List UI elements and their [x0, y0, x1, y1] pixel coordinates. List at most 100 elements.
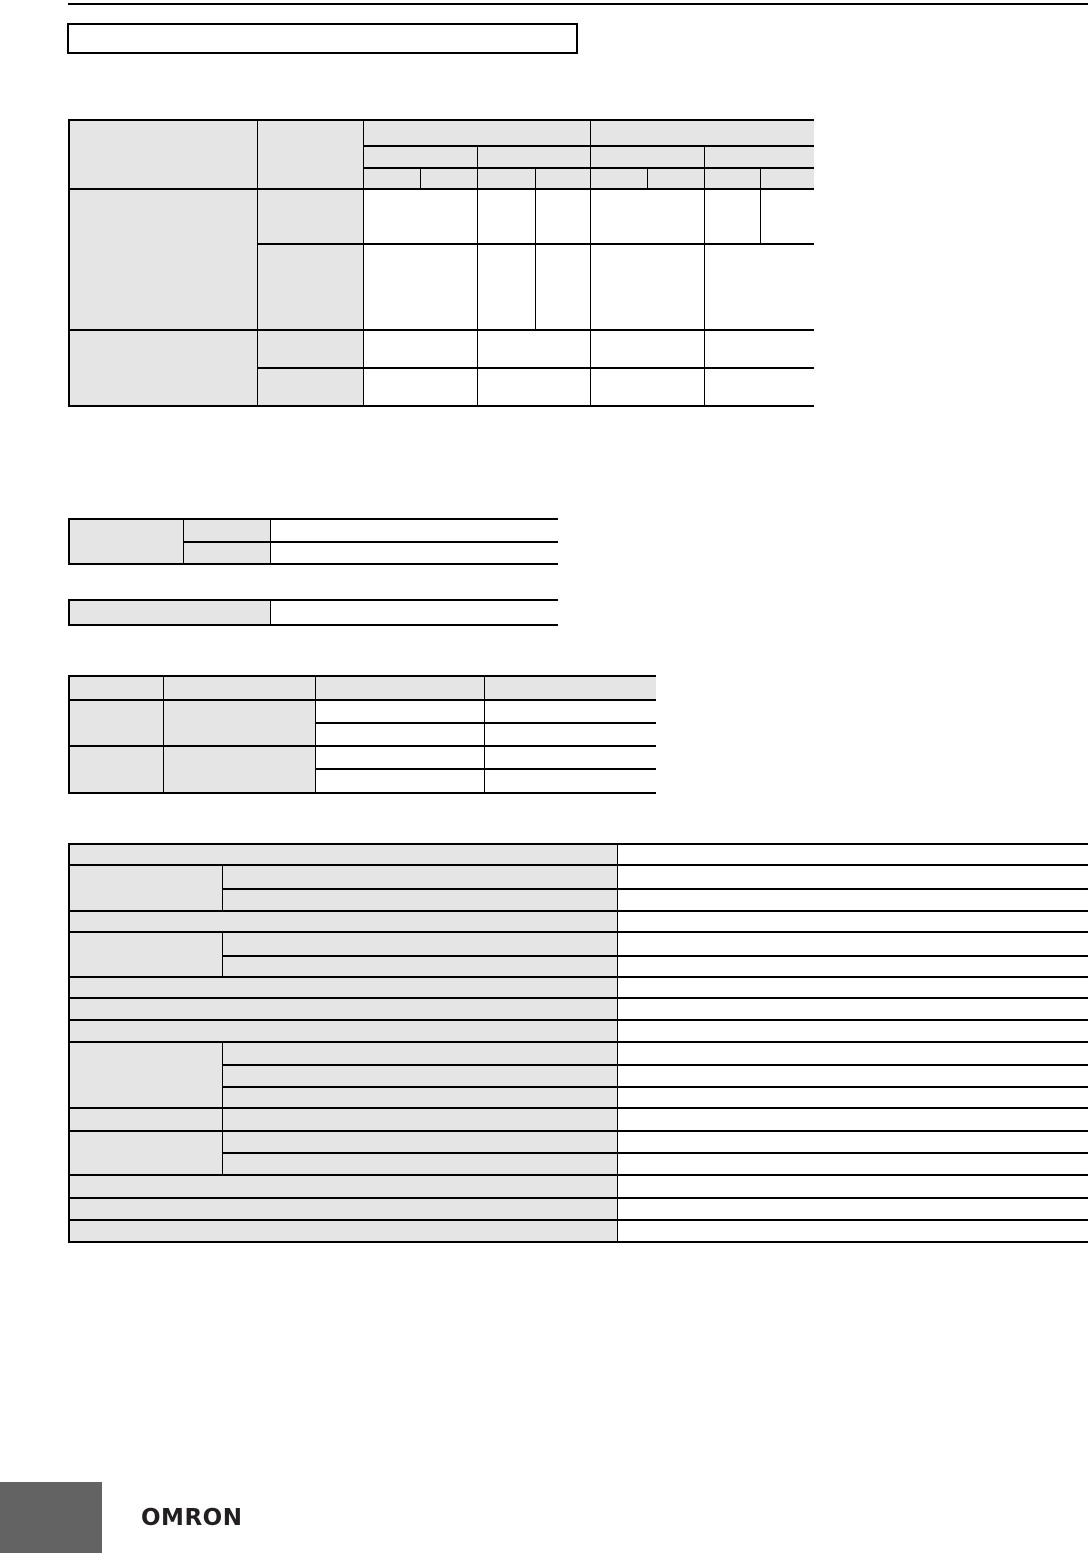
table-data-cell: [483, 699, 656, 724]
table-data-cell: [589, 329, 705, 369]
table-header-cell: [646, 167, 705, 190]
table-header-cell: [222, 1130, 618, 1154]
table-header-cell: [589, 167, 648, 190]
table-2: [68, 518, 558, 565]
table-data-cell: [476, 188, 536, 245]
table-data-cell: [269, 541, 558, 565]
table-data-cell: [616, 1041, 1088, 1066]
table-data-cell: [362, 188, 478, 245]
table-data-cell: [589, 367, 705, 407]
table-data-cell: [616, 1197, 1088, 1221]
table-header-cell: [162, 699, 316, 747]
table-header-cell: [256, 243, 364, 331]
table-header-cell: [476, 167, 536, 190]
omron-logo: OMRON: [141, 1505, 243, 1531]
table-header-cell: [68, 976, 618, 999]
title-box: [67, 23, 578, 54]
table-5: [68, 843, 1088, 1243]
table-data-cell: [616, 1152, 1088, 1176]
table-data-cell: [616, 1130, 1088, 1154]
table-header-cell: [162, 745, 316, 794]
table-header-cell: [256, 188, 364, 245]
table-header-cell: [256, 367, 364, 407]
table-header-cell: [68, 997, 618, 1021]
table-header-cell: [68, 599, 271, 626]
table-header-cell: [534, 167, 591, 190]
table-header-cell: [419, 167, 478, 190]
table-data-cell: [314, 745, 485, 770]
table-data-cell: [616, 931, 1088, 957]
table-header-cell: [222, 1064, 618, 1088]
table-header-cell: [222, 931, 618, 957]
table-header-cell: [362, 145, 478, 169]
table-header-cell: [589, 119, 814, 147]
table-header-cell: [256, 119, 364, 190]
table-header-cell: [314, 675, 485, 701]
table-data-cell: [362, 329, 478, 369]
table-header-cell: [68, 931, 224, 978]
table-header-cell: [68, 1219, 618, 1243]
table-3: [68, 599, 558, 626]
table-data-cell: [616, 843, 1088, 866]
table-header-cell: [68, 1197, 618, 1221]
table-header-cell: [68, 329, 258, 407]
table-header-cell: [68, 745, 164, 794]
table-header-cell: [68, 518, 184, 565]
table-header-cell: [222, 955, 618, 978]
table-data-cell: [483, 745, 656, 770]
table-header-cell: [68, 699, 164, 747]
table-header-cell: [68, 910, 618, 933]
table-data-cell: [703, 329, 814, 369]
table-data-cell: [314, 768, 485, 794]
table-data-cell: [314, 699, 485, 724]
table-data-cell: [362, 367, 478, 407]
table-header-cell: [68, 1130, 224, 1176]
table-data-cell: [314, 722, 485, 747]
table-data-cell: [616, 1107, 1088, 1132]
table-data-cell: [483, 768, 656, 794]
table-header-cell: [162, 675, 316, 701]
table-header-cell: [182, 541, 271, 565]
table-data-cell: [759, 188, 814, 245]
table-header-cell: [256, 329, 364, 369]
table-header-cell: [483, 675, 656, 701]
table-data-cell: [703, 243, 814, 331]
table-data-cell: [703, 367, 814, 407]
table-header-cell: [362, 119, 591, 147]
table-data-cell: [616, 1064, 1088, 1088]
table-header-cell: [589, 145, 705, 169]
table-data-cell: [703, 188, 761, 245]
table-header-cell: [68, 675, 164, 701]
table-header-cell: [222, 1107, 618, 1132]
table-1: [68, 119, 814, 407]
table-data-cell: [616, 976, 1088, 999]
table-header-cell: [68, 864, 224, 912]
table-header-cell: [759, 167, 814, 190]
table-header-cell: [68, 1107, 224, 1132]
table-data-cell: [269, 518, 558, 543]
table-data-cell: [616, 910, 1088, 933]
table-header-cell: [703, 145, 814, 169]
table-header-cell: [182, 518, 271, 543]
table-data-cell: [616, 1019, 1088, 1043]
table-header-cell: [222, 1041, 618, 1066]
table-data-cell: [476, 329, 591, 369]
table-data-cell: [616, 955, 1088, 978]
table-data-cell: [616, 997, 1088, 1021]
table-header-cell: [68, 188, 258, 331]
table-header-cell: [68, 1041, 224, 1109]
table-header-cell: [222, 888, 618, 912]
table-data-cell: [534, 188, 591, 245]
table-header-cell: [68, 1019, 618, 1043]
table-data-cell: [616, 864, 1088, 890]
table-header-cell: [222, 864, 618, 890]
table-data-cell: [483, 722, 656, 747]
table-data-cell: [476, 243, 536, 331]
table-data-cell: [269, 599, 558, 626]
table-header-cell: [68, 1174, 618, 1199]
table-header-cell: [68, 843, 618, 866]
table-data-cell: [616, 1086, 1088, 1109]
table-data-cell: [616, 1174, 1088, 1199]
table-data-cell: [616, 1219, 1088, 1243]
